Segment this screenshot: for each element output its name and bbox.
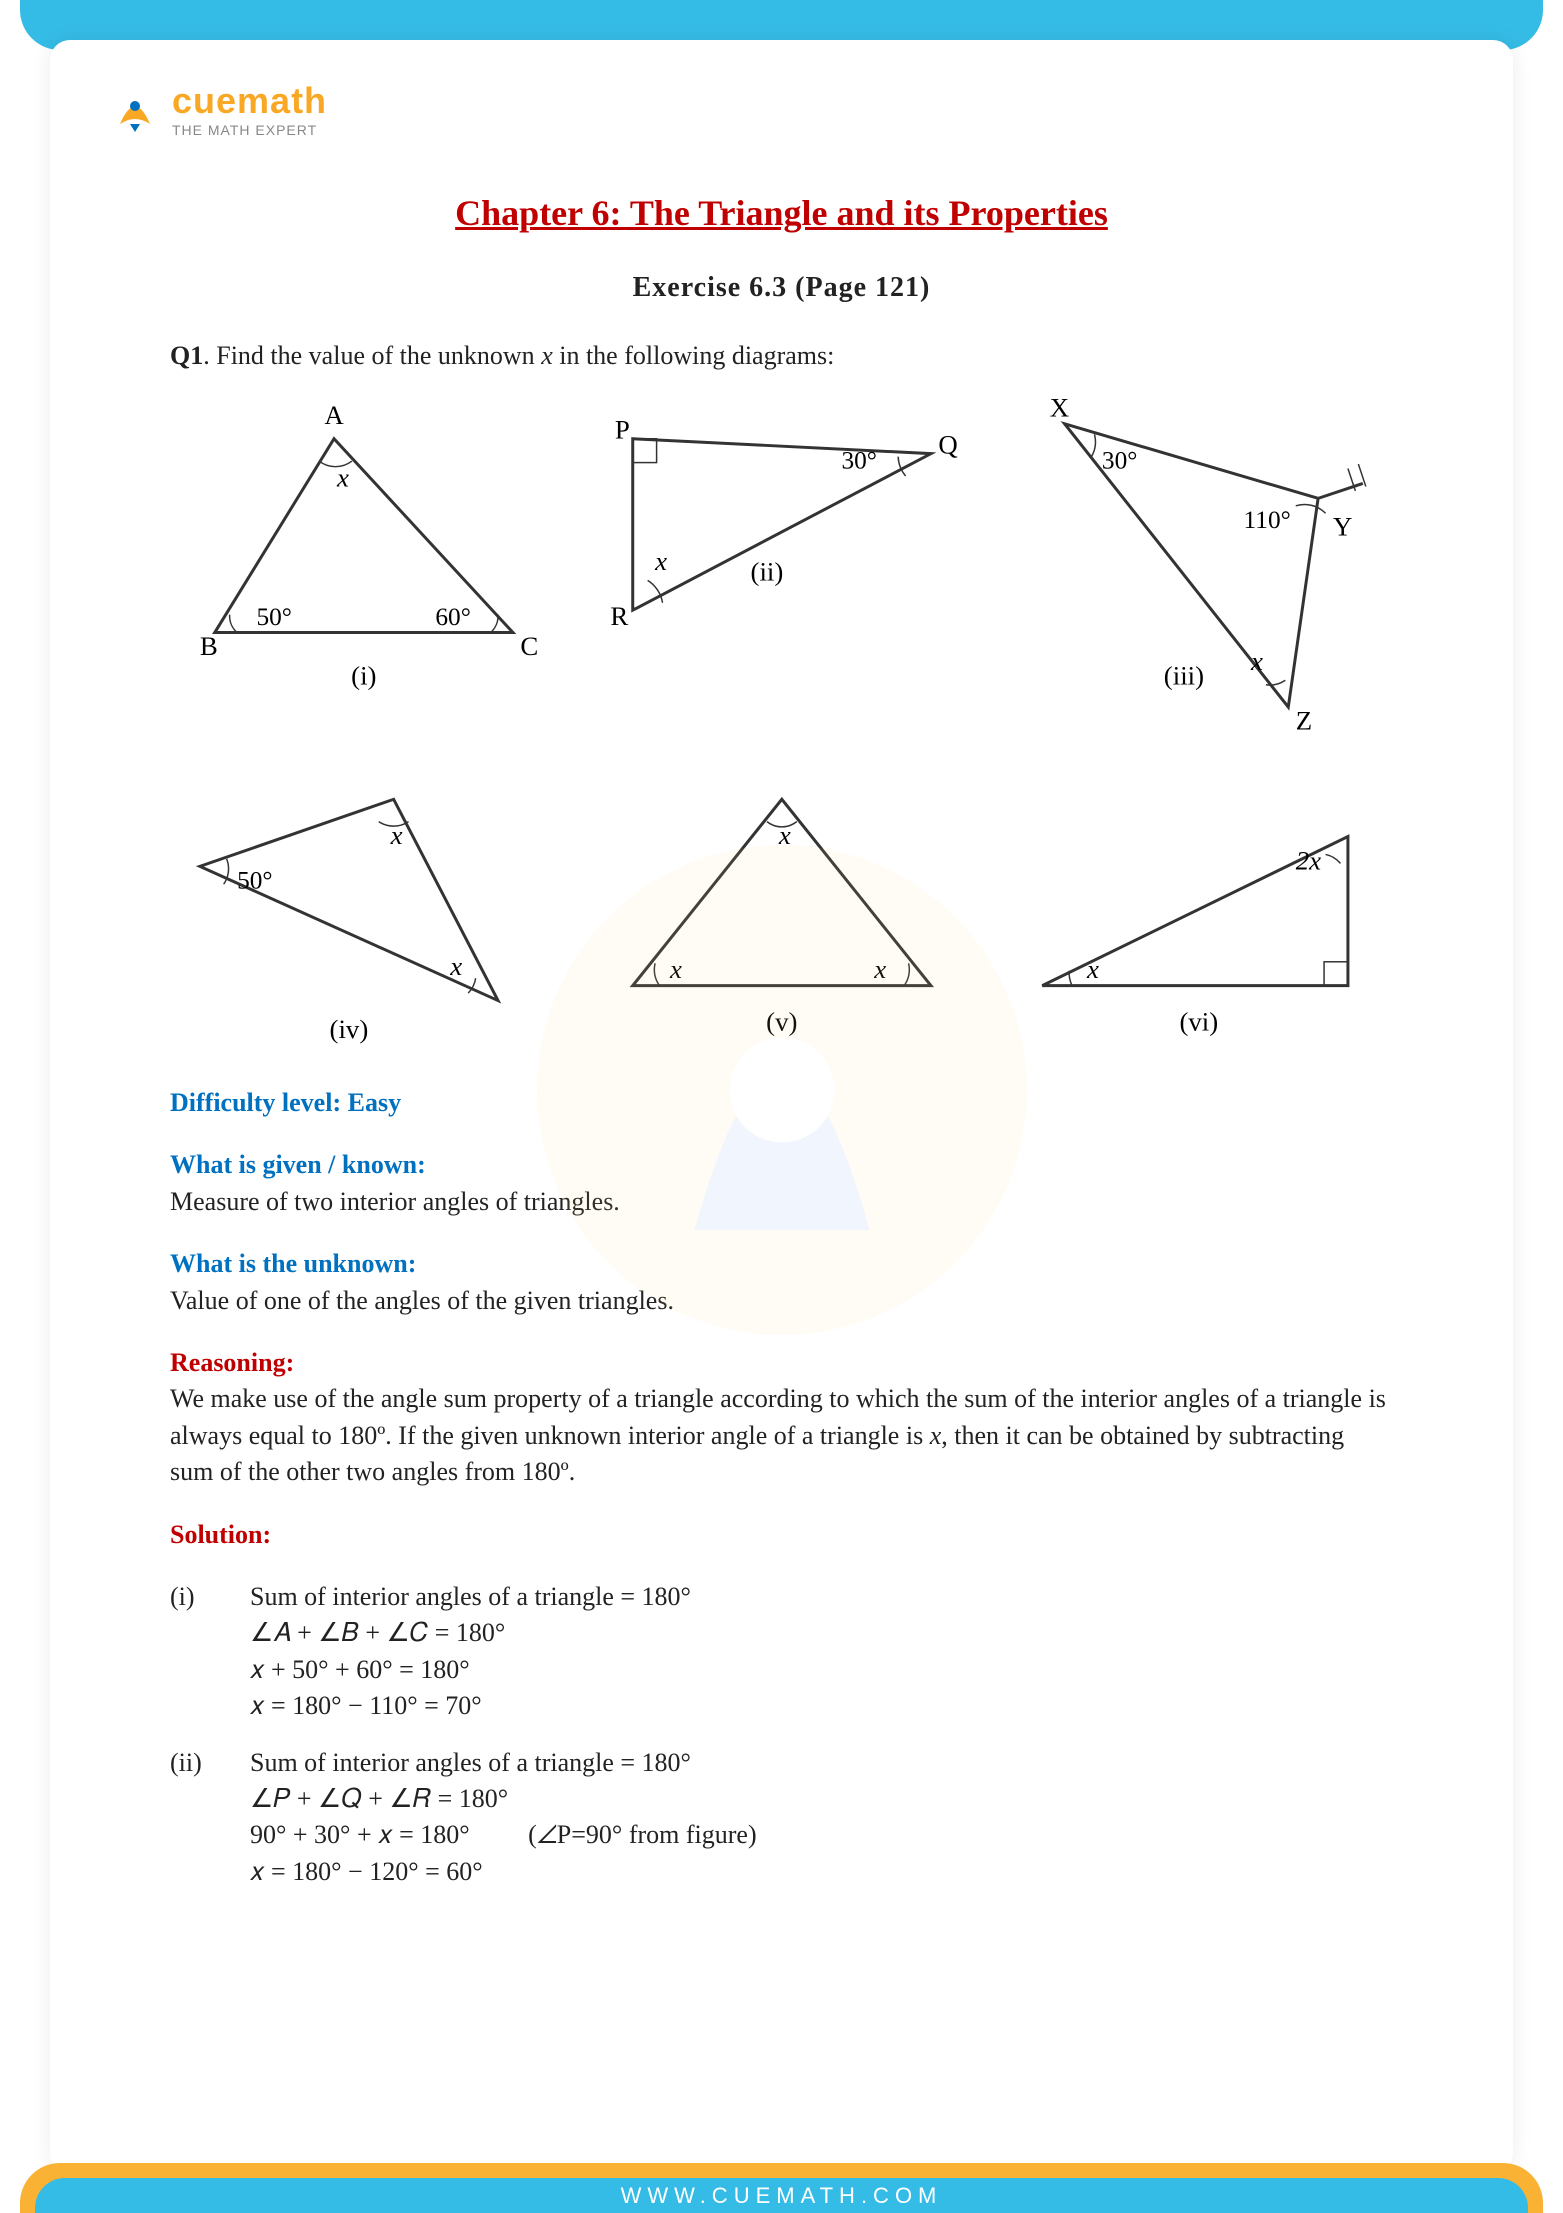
given-text: Measure of two interior angles of triang… (170, 1187, 620, 1216)
question-1: Q1. Find the value of the unknown x in t… (170, 338, 1393, 374)
sol-i-l1: Sum of interior angles of a triangle = 1… (250, 1579, 691, 1615)
diagram-4: 50° x x (iv) (170, 762, 558, 1045)
svg-text:(vi): (vi) (1180, 1006, 1219, 1036)
solution-ii: (ii) Sum of interior angles of a triangl… (170, 1745, 1393, 1891)
svg-text:Y: Y (1333, 512, 1352, 542)
svg-text:30°: 30° (1102, 447, 1137, 475)
svg-text:(v): (v) (766, 1006, 797, 1036)
svg-text:60°: 60° (435, 603, 470, 631)
reasoning-var: x (930, 1421, 942, 1450)
sol-ii-note: (∠P=90° from figure) (528, 1820, 756, 1849)
page-card: cuemath THE MATH EXPERT Chapter 6: The T… (50, 40, 1513, 2173)
svg-text:X: X (1050, 394, 1069, 422)
svg-text:x: x (390, 820, 403, 850)
svg-text:x: x (669, 954, 682, 984)
exercise-title: Exercise 6.3 (Page 121) (170, 268, 1393, 307)
sol-ii-l4: 𝑥 = 180° − 120° = 60° (250, 1854, 757, 1890)
sol-i-l3: 𝑥 + 50° + 60° = 180° (250, 1652, 691, 1688)
svg-text:x: x (1250, 646, 1263, 676)
diagram-2: P Q R 30° x (ii) (588, 394, 976, 692)
diagram-1: A B C x 50° 60° (i) (170, 394, 558, 707)
svg-text:B: B (200, 631, 218, 661)
logo: cuemath THE MATH EXPERT (110, 80, 1453, 138)
brand-tagline: THE MATH EXPERT (172, 122, 327, 138)
diagram-6: x 2x (vi) (1005, 762, 1393, 1045)
svg-text:110°: 110° (1244, 506, 1291, 534)
rocket-icon (110, 84, 160, 134)
svg-text:Z: Z (1296, 705, 1312, 735)
svg-text:x: x (873, 954, 886, 984)
sol-i-num: (i) (170, 1579, 220, 1725)
q1-label: Q1 (170, 341, 203, 370)
q1-text2: in the following diagrams: (553, 341, 835, 370)
svg-text:P: P (614, 415, 629, 445)
svg-text:x: x (449, 951, 462, 981)
reasoning-label: Reasoning: (170, 1348, 294, 1377)
diagram-3: X Y Z 30° 110° x (iii) (1005, 394, 1393, 752)
brand-name: cuemath (172, 80, 327, 122)
svg-text:50°: 50° (237, 867, 272, 895)
sol-i-l2: ∠𝐴 + ∠𝐵 + ∠𝐶 = 180° (250, 1615, 691, 1651)
diagram-5: x x x (v) (588, 762, 976, 1045)
svg-text:x: x (654, 546, 667, 576)
chapter-title: Chapter 6: The Triangle and its Properti… (170, 188, 1393, 238)
svg-text:(ii): (ii) (750, 556, 783, 586)
svg-text:50°: 50° (256, 603, 291, 631)
svg-text:30°: 30° (841, 447, 876, 475)
unknown-label: What is the unknown: (170, 1249, 416, 1278)
sol-ii-num: (ii) (170, 1745, 220, 1891)
svg-text:C: C (520, 631, 538, 661)
sol-ii-l1: Sum of interior angles of a triangle = 1… (250, 1745, 757, 1781)
sol-i-l4: 𝑥 = 180° − 110° = 70° (250, 1688, 691, 1724)
svg-text:(iii): (iii) (1164, 661, 1204, 691)
svg-text:(i): (i) (351, 661, 376, 691)
svg-text:R: R (610, 601, 628, 631)
solution-label: Solution: (170, 1520, 271, 1549)
q1-var: x (541, 341, 553, 370)
svg-text:x: x (778, 820, 791, 850)
sol-ii-l3: 90° + 30° + 𝑥 = 180° (250, 1820, 470, 1849)
solution-i: (i) Sum of interior angles of a triangle… (170, 1579, 1393, 1725)
svg-text:Q: Q (938, 430, 957, 460)
svg-text:x: x (336, 462, 349, 492)
svg-text:2x: 2x (1296, 845, 1321, 875)
q1-text: . Find the value of the unknown (203, 341, 541, 370)
difficulty-label: Difficulty level: Easy (170, 1088, 401, 1117)
diagrams-grid: A B C x 50° 60° (i) P Q R 30° (170, 394, 1393, 1045)
svg-text:A: A (324, 400, 344, 430)
given-label: What is given / known: (170, 1150, 426, 1179)
footer-url: WWW.CUEMATH.COM (621, 2183, 943, 2209)
svg-text:(iv): (iv) (330, 1014, 369, 1044)
sol-ii-l2: ∠𝑃 + ∠𝑄 + ∠𝑅 = 180° (250, 1781, 757, 1817)
footer-url-bar: WWW.CUEMATH.COM (35, 2178, 1528, 2213)
unknown-text: Value of one of the angles of the given … (170, 1286, 674, 1315)
svg-text:x: x (1086, 954, 1099, 984)
